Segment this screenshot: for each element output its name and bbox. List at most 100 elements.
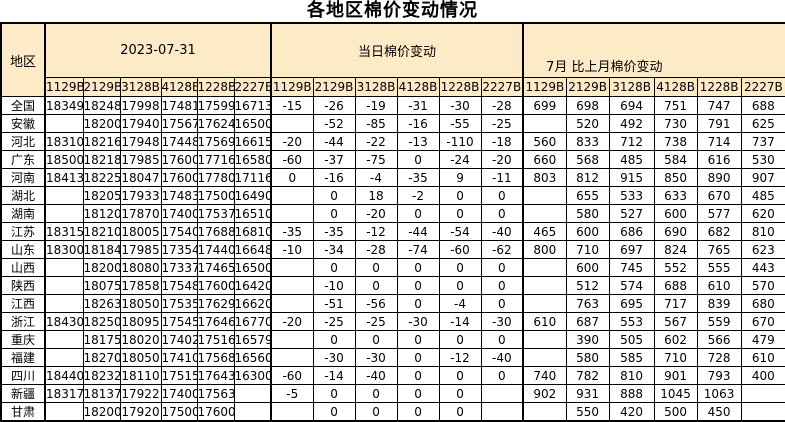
price-cell: 16579	[233, 330, 272, 349]
monthly-change-cell: 492	[608, 114, 655, 133]
price-cell: 17600	[160, 168, 198, 187]
price-cell: 18232	[82, 366, 121, 385]
monthly-change-cell: 580	[565, 204, 610, 223]
col-header-2227b: 2227B	[740, 77, 785, 97]
price-cell	[44, 186, 84, 205]
daily-change-cell: 0	[438, 384, 482, 403]
daily-change-cell: -30	[438, 96, 482, 115]
monthly-change-cell: 655	[565, 186, 610, 205]
price-cell: 18050	[119, 348, 162, 367]
daily-change-cell: -52	[312, 114, 356, 133]
monthly-change-cell: 1045	[653, 384, 698, 403]
monthly-change-cell	[522, 258, 567, 277]
price-cell: 16500	[233, 258, 272, 277]
daily-change-cell: -22	[354, 132, 398, 151]
daily-change-cell: -35	[312, 222, 356, 241]
region-label: 山东	[0, 240, 46, 259]
col-header-2129b: 2129B	[82, 77, 121, 97]
price-cell: 18137	[82, 384, 121, 403]
daily-change-cell: -85	[354, 114, 398, 133]
monthly-change-cell: 670	[696, 186, 742, 205]
table-row: 四川 18440 18232 18110 17515 17643 16300 -60 -14 -4…	[0, 366, 785, 385]
table-row: 湖北 18205 17933 17483 17500 16490 0 18 -2 0 0 655 533…	[0, 186, 785, 205]
daily-change-cell: 0	[438, 402, 482, 422]
price-cell: 18095	[119, 312, 162, 331]
monthly-change-cell: 533	[608, 186, 655, 205]
col-header-1129b: 1129B	[270, 77, 314, 97]
region-label: 浙江	[0, 312, 46, 331]
price-cell: 17400	[160, 204, 198, 223]
monthly-change-cell: 738	[653, 132, 698, 151]
monthly-change-cell: 530	[740, 150, 785, 169]
monthly-change-cell: 751	[653, 96, 698, 115]
price-cell: 17400	[160, 384, 198, 403]
grade-header-row: 1129B 2129B 3128B 4128B 1228B 2227B 1129B 2129B…	[1, 77, 785, 97]
price-cell: 18175	[82, 330, 121, 349]
price-cell	[44, 330, 84, 349]
monthly-change-cell: 500	[653, 402, 698, 422]
daily-change-cell: -28	[480, 96, 524, 115]
daily-change-cell: -75	[354, 150, 398, 169]
daily-change-cell: -15	[270, 96, 314, 115]
region-label: 安徽	[0, 114, 46, 133]
monthly-change-cell: 479	[740, 330, 785, 349]
monthly-change-cell: 567	[653, 312, 698, 331]
daily-change-cell: -25	[312, 312, 356, 331]
monthly-change-cell: 512	[565, 276, 610, 295]
region-label: 甘肃	[0, 402, 46, 422]
monthly-change-cell: 763	[565, 294, 610, 313]
price-cell: 18317	[44, 384, 84, 403]
price-cell: 17354	[160, 240, 198, 259]
daily-change-cell: 0	[312, 186, 356, 205]
monthly-change-cell: 810	[740, 222, 785, 241]
price-cell: 18500	[44, 150, 84, 169]
daily-change-cell: 9	[438, 168, 482, 187]
price-cell: 17568	[196, 348, 235, 367]
price-cell: 18184	[82, 240, 121, 259]
monthly-change-cell: 600	[565, 222, 610, 241]
daily-change-cell: -11	[480, 168, 524, 187]
price-cell	[44, 114, 84, 133]
price-cell: 17483	[160, 186, 198, 205]
monthly-change-cell: 552	[653, 258, 698, 277]
price-cell	[233, 384, 272, 403]
daily-change-cell	[270, 186, 314, 205]
monthly-change-cell	[740, 384, 785, 403]
daily-change-cell: -30	[312, 348, 356, 367]
price-cell: 18310	[44, 132, 84, 151]
monthly-change-cell: 687	[565, 312, 610, 331]
price-cell: 17537	[196, 204, 235, 223]
monthly-change-cell: 688	[740, 96, 785, 115]
monthly-change-cell: 728	[696, 348, 742, 367]
price-cell: 17858	[119, 276, 162, 295]
daily-change-cell: -44	[312, 132, 356, 151]
daily-change-cell	[480, 384, 524, 403]
table-row: 福建 18270 18050 17410 17568 16560 -30 -30 0 -12 -40…	[0, 348, 785, 367]
region-label: 全国	[0, 96, 46, 115]
region-label: 湖南	[0, 204, 46, 223]
price-cell: 17998	[119, 96, 162, 115]
monthly-change-cell	[522, 186, 567, 205]
daily-change-cell: 0	[312, 384, 356, 403]
price-cell: 17402	[160, 330, 198, 349]
price-cell: 16770	[233, 312, 272, 331]
daily-change-cell: -30	[480, 312, 524, 331]
daily-change-cell: 0	[354, 402, 398, 422]
daily-change-cell: -12	[438, 348, 482, 367]
daily-change-cell: 0	[354, 276, 398, 295]
price-cell: 18020	[119, 330, 162, 349]
daily-change-cell: 0	[480, 186, 524, 205]
daily-change-cell: 0	[396, 258, 440, 277]
price-cell: 18216	[82, 132, 121, 151]
daily-change-cell	[270, 294, 314, 313]
price-cell: 16810	[233, 222, 272, 241]
monthly-change-cell: 765	[696, 240, 742, 259]
daily-change-cell: -26	[312, 96, 356, 115]
table-row: 浙江 18430 18250 18095 17545 17646 16770 -20 -25 -2…	[0, 312, 785, 331]
monthly-change-cell: 710	[653, 348, 698, 367]
table-row: 新疆 18317 18137 17922 17400 17563 -5 0 0 0 0 902 931 8…	[0, 384, 785, 403]
monthly-change-cell: 686	[608, 222, 655, 241]
monthly-change-cell: 680	[740, 294, 785, 313]
price-cell: 16615	[233, 132, 272, 151]
table-row: 山东 18300 18184 17985 17354 17440 16648 -10 -34 -2…	[0, 240, 785, 259]
